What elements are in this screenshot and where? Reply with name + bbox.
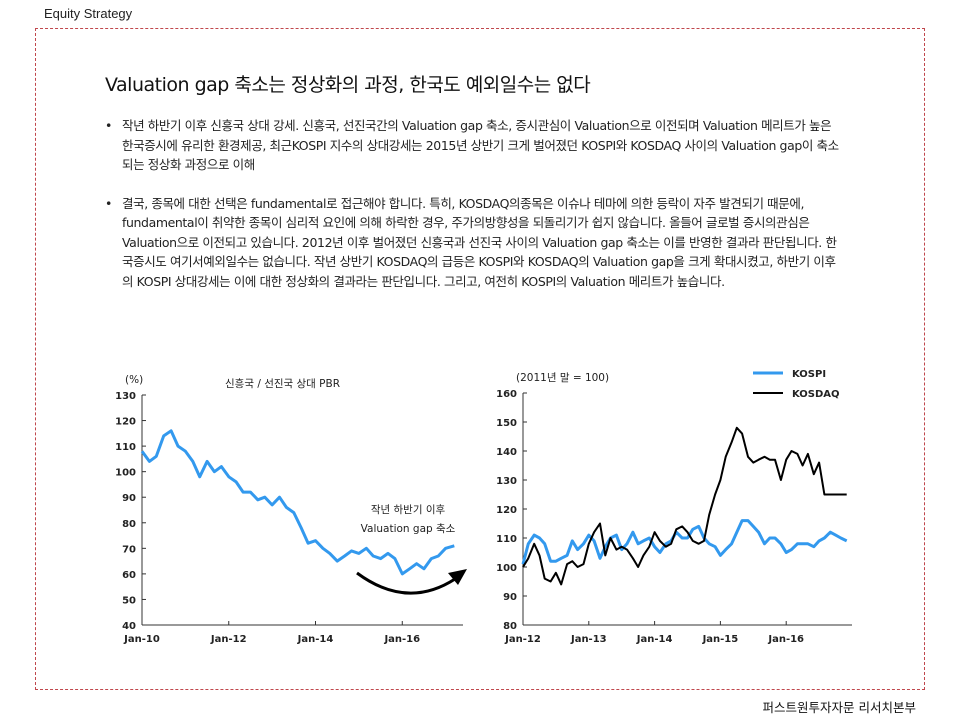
section-label: Equity Strategy <box>44 6 133 21</box>
bullet-item: • 결국, 종목에 대한 선택은 fundamental로 접근해야 합니다. … <box>105 194 845 292</box>
annotation-arrowhead <box>448 569 467 585</box>
kospi-line <box>521 519 848 565</box>
annotation-line-1: 작년 하반기 이후 <box>371 503 446 516</box>
x-tick-label: Jan-14 <box>297 634 334 645</box>
y-tick-label: 110 <box>496 534 517 545</box>
bullet-list: • 작년 하반기 이후 신흥국 상대 강세. 신흥국, 선진국간의 Valuat… <box>105 116 845 310</box>
annotation-line-2: Valuation gap 축소 <box>361 523 456 535</box>
y-tick-label: 120 <box>496 505 517 516</box>
footer-label: 퍼스트원투자자문 리서치본부 <box>762 700 916 715</box>
y-tick-label: 70 <box>122 544 136 555</box>
legend-label-kosdaq: KOSDAQ <box>792 389 840 400</box>
y-tick-label: 80 <box>122 519 136 530</box>
kosdaq-line <box>522 426 847 586</box>
y-tick-label: 100 <box>115 468 136 479</box>
bullet-marker: • <box>105 195 112 211</box>
bullet-text: 결국, 종목에 대한 선택은 fundamental로 접근해야 합니다. 특히… <box>122 195 837 289</box>
bullet-text: 작년 하반기 이후 신흥국 상대 강세. 신흥국, 선진국간의 Valuatio… <box>122 118 839 172</box>
x-tick-label: Jan-13 <box>570 634 607 645</box>
y-tick-label: 160 <box>496 389 517 400</box>
y-tick-label: 150 <box>496 418 517 429</box>
y-tick-label: 90 <box>503 592 517 603</box>
page-title: Valuation gap 축소는 정상화의 과정, 한국도 예외일수는 없다 <box>105 74 591 96</box>
x-tick-label: Jan-12 <box>504 634 541 645</box>
chart-ylabel: (2011년 말 = 100) <box>516 372 609 384</box>
kospi-kosdaq-chart: (2011년 말 = 100) 160 150 140 130 120 110 100 90 8… <box>496 369 852 645</box>
legend: KOSPI KOSDAQ <box>753 369 840 400</box>
y-tick-label: 110 <box>115 442 136 453</box>
annotation-arrow <box>356 571 456 595</box>
y-tick-label: 40 <box>122 621 136 632</box>
bullet-marker: • <box>105 118 112 133</box>
series-line <box>140 429 455 576</box>
y-tick-label: 140 <box>496 447 517 458</box>
bullet-item: • 작년 하반기 이후 신흥국 상대 강세. 신흥국, 선진국간의 Valuat… <box>105 116 845 175</box>
y-tick-label: 50 <box>122 595 136 606</box>
x-tick-label: Jan-14 <box>636 634 673 645</box>
y-tick-label: 130 <box>115 391 136 402</box>
x-tick-label: Jan-15 <box>702 634 739 645</box>
y-tick-label: 100 <box>496 563 517 574</box>
relative-pbr-chart: (%) 신흥국 / 선진국 상대 PBR 130 120 110 100 90 80 70 6… <box>115 374 467 645</box>
y-tick-label: 80 <box>503 621 517 632</box>
y-tick-label: 130 <box>496 476 517 487</box>
chart-title: 신흥국 / 선진국 상대 PBR <box>225 377 340 390</box>
x-tick-label: Jan-10 <box>123 634 160 645</box>
content-frame <box>35 28 925 690</box>
x-tick-label: Jan-16 <box>767 634 804 645</box>
y-tick-label: 120 <box>115 417 136 428</box>
y-tick-label: 90 <box>122 493 136 504</box>
x-tick-label: Jan-16 <box>383 634 420 645</box>
x-tick-label: Jan-12 <box>210 634 247 645</box>
legend-label-kospi: KOSPI <box>792 369 826 380</box>
y-tick-label: 60 <box>122 570 136 581</box>
chart-ylabel: (%) <box>125 374 143 386</box>
